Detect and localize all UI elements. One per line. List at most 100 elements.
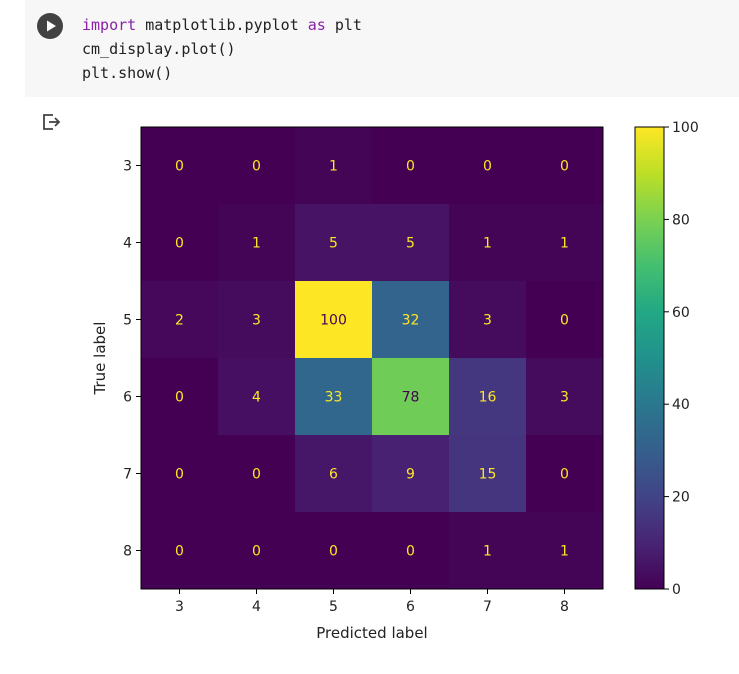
heatmap-cell	[526, 435, 603, 512]
cell-value: 5	[406, 236, 415, 252]
cell-value: 16	[479, 390, 497, 406]
heatmap-cell	[295, 435, 372, 512]
x-tick-label: 5	[329, 599, 338, 615]
heatmap-cell	[141, 435, 218, 512]
heatmap-cell	[526, 127, 603, 204]
heatmap-cell	[372, 435, 449, 512]
cell-value: 0	[406, 544, 415, 560]
heatmap-cell	[295, 512, 372, 589]
cell-value: 0	[560, 159, 569, 175]
code-line: plt.show()	[82, 61, 362, 85]
heatmap-cell	[526, 358, 603, 435]
heatmap-cell	[141, 281, 218, 358]
cell-value: 0	[560, 313, 569, 329]
heatmap-cell	[295, 204, 372, 281]
y-tick-label: 7	[123, 467, 132, 483]
cell-value: 0	[483, 159, 492, 175]
cell-value: 32	[402, 313, 420, 329]
output-redirect-icon[interactable]	[41, 112, 61, 132]
heatmap-cell	[372, 281, 449, 358]
cell-value: 1	[252, 236, 261, 252]
colorbar-frame	[634, 126, 665, 590]
heatmap-cell	[141, 204, 218, 281]
x-tick-label: 6	[406, 599, 415, 615]
cell-value: 1	[483, 236, 492, 252]
heatmap-cell	[526, 204, 603, 281]
y-axis-label: True label	[91, 322, 109, 396]
cell-value: 1	[329, 159, 338, 175]
play-icon	[47, 20, 56, 32]
cell-value: 4	[252, 390, 261, 406]
x-tick-label: 3	[175, 599, 184, 615]
heatmap-cell	[372, 127, 449, 204]
code-token: plt.show()	[82, 64, 173, 82]
code-cell[interactable]	[25, 0, 739, 97]
code-token: matplotlib.pyplot	[136, 16, 308, 34]
cell-value: 1	[483, 544, 492, 560]
colorbar-tick-label: 0	[672, 582, 681, 598]
cell-value: 2	[175, 313, 184, 329]
code-keyword: import	[82, 16, 137, 34]
heatmap-cell	[449, 204, 526, 281]
cell-value: 0	[252, 467, 261, 483]
y-tick-label: 3	[123, 159, 132, 175]
plot-frame	[140, 126, 604, 590]
y-tick-label: 4	[123, 236, 132, 252]
cell-value: 0	[175, 467, 184, 483]
colorbar-tick-label: 20	[672, 490, 690, 506]
heatmap-cell	[449, 358, 526, 435]
cell-value: 100	[320, 313, 347, 329]
cell-value: 0	[406, 159, 415, 175]
cell-value: 3	[560, 390, 569, 406]
cell-value: 0	[560, 467, 569, 483]
colorbar	[635, 127, 664, 589]
heatmap-cell	[372, 512, 449, 589]
code-keyword: as	[307, 16, 326, 34]
cell-value: 33	[325, 390, 343, 406]
x-tick-label: 4	[252, 599, 261, 615]
cell-value: 5	[329, 236, 338, 252]
heatmap-cell	[141, 358, 218, 435]
cell-value: 0	[252, 544, 261, 560]
code-token: cm_display.plot()	[82, 40, 236, 58]
y-tick-label: 6	[123, 390, 132, 406]
heatmap-cell	[218, 435, 295, 512]
cell-value: 0	[175, 544, 184, 560]
run-cell-button[interactable]	[37, 13, 63, 39]
code-line: import matplotlib.pyplot as plt	[82, 13, 362, 37]
heatmap-cell	[449, 512, 526, 589]
cell-value: 78	[402, 390, 420, 406]
heatmap-cell	[295, 281, 372, 358]
colorbar-tick-label: 100	[672, 120, 699, 136]
heatmap-cell	[218, 127, 295, 204]
heatmap-cell	[372, 204, 449, 281]
cell-value: 1	[560, 544, 569, 560]
x-tick-label: 7	[483, 599, 492, 615]
cell-value: 0	[252, 159, 261, 175]
cell-value: 1	[560, 236, 569, 252]
heatmap-cell	[449, 435, 526, 512]
heatmap-cell	[449, 281, 526, 358]
colorbar-tick-label: 40	[672, 397, 690, 413]
heatmap-cell	[295, 127, 372, 204]
cell-value: 9	[406, 467, 415, 483]
cell-value: 3	[252, 313, 261, 329]
heatmap-cell	[526, 512, 603, 589]
heatmap-cell	[449, 127, 526, 204]
heatmap-cell	[218, 281, 295, 358]
cell-value: 0	[175, 159, 184, 175]
cell-value: 0	[175, 236, 184, 252]
heatmap-cell	[526, 281, 603, 358]
code-editor[interactable]: import matplotlib.pyplot as plt cm_displa…	[82, 13, 362, 85]
cell-value: 15	[479, 467, 497, 483]
heatmap-cell	[295, 358, 372, 435]
heatmap-cell	[141, 512, 218, 589]
heatmap-cell	[218, 512, 295, 589]
code-token: plt	[325, 16, 362, 34]
confusion-matrix-plot: 0 0 1 0 0 00 1 5 5 1 12 3 100 32 3 00 4 33 78 16 30 0 6 9 15 00 0 0…	[91, 120, 699, 642]
heatmap-cell	[218, 204, 295, 281]
cell-value: 6	[329, 467, 338, 483]
colorbar-tick-label: 60	[672, 305, 690, 321]
colorbar-tick-label: 80	[672, 212, 690, 228]
x-axis-label: Predicted label	[316, 624, 427, 642]
